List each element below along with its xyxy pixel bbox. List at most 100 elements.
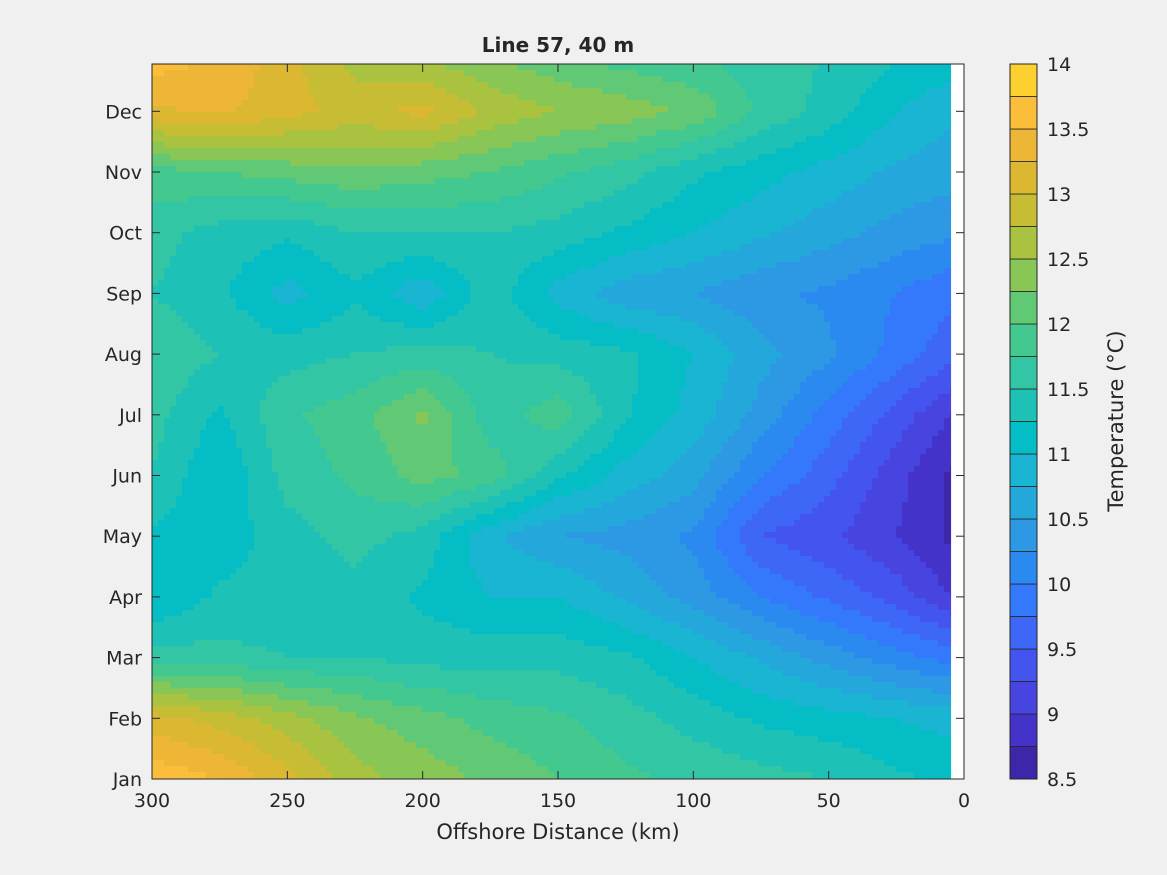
contour-cell [572, 130, 579, 137]
contour-cell [326, 172, 333, 179]
contour-cell [824, 238, 831, 245]
contour-cell [350, 142, 357, 149]
contour-cell [812, 160, 819, 167]
contour-cell [158, 82, 165, 89]
contour-cell [692, 112, 699, 119]
contour-cell [644, 190, 651, 197]
contour-cell [248, 208, 255, 215]
contour-cell [368, 172, 375, 179]
contour-cell [440, 232, 447, 239]
contour-cell [770, 118, 777, 125]
contour-cell [800, 196, 807, 203]
contour-cell [326, 214, 333, 221]
contour-cell [386, 154, 393, 161]
contour-cell [242, 70, 249, 77]
contour-cell [572, 232, 579, 239]
contour-cell [350, 148, 357, 155]
contour-cell [422, 280, 429, 287]
contour-cell [356, 136, 363, 143]
contour-cell [362, 94, 369, 101]
contour-cell [650, 166, 657, 173]
contour-cell [158, 250, 165, 257]
contour-cell [266, 220, 273, 227]
contour-cell [686, 88, 693, 95]
contour-cell [194, 178, 201, 185]
contour-cell [728, 166, 735, 173]
contour-cell [812, 280, 819, 287]
contour-cell [896, 184, 903, 191]
contour-cell [632, 262, 639, 269]
contour-cell [302, 94, 309, 101]
contour-cell [818, 64, 825, 71]
contour-cell [812, 94, 819, 101]
contour-cell [530, 94, 537, 101]
contour-cell [656, 262, 663, 269]
contour-cell [650, 118, 657, 125]
contour-cell [230, 226, 237, 233]
contour-cell [884, 142, 891, 149]
contour-cell [344, 226, 351, 233]
contour-cell [836, 256, 843, 263]
contour-cell [650, 196, 657, 203]
contour-cell [404, 136, 411, 143]
contour-cell [650, 226, 657, 233]
contour-cell [392, 154, 399, 161]
contour-cell [536, 178, 543, 185]
contour-cell [314, 100, 321, 107]
contour-cell [542, 190, 549, 197]
contour-cell [578, 124, 585, 131]
contour-cell [794, 166, 801, 173]
contour-cell [530, 178, 537, 185]
contour-cell [776, 244, 783, 251]
contour-cell [284, 136, 291, 143]
contour-cell [290, 184, 297, 191]
contour-cell [446, 76, 453, 83]
contour-cell [776, 94, 783, 101]
contour-cell [200, 262, 207, 269]
contour-cell [512, 202, 519, 209]
contour-cell [284, 106, 291, 113]
contour-cell [866, 154, 873, 161]
contour-cell [902, 268, 909, 275]
contour-cell [752, 100, 759, 107]
contour-cell [518, 184, 525, 191]
contour-cell [926, 226, 933, 233]
contour-cell [752, 124, 759, 131]
contour-cell [464, 190, 471, 197]
contour-cell [326, 196, 333, 203]
contour-cell [848, 136, 855, 143]
contour-cell [674, 262, 681, 269]
contour-cell [482, 88, 489, 95]
contour-cell [368, 250, 375, 257]
contour-cell [464, 250, 471, 257]
contour-cell [560, 262, 567, 269]
contour-cell [710, 244, 717, 251]
contour-cell [698, 280, 705, 287]
contour-cell [404, 220, 411, 227]
contour-cell [404, 124, 411, 131]
contour-cell [176, 142, 183, 149]
contour-cell [932, 226, 939, 233]
contour-cell [848, 196, 855, 203]
contour-cell [548, 82, 555, 89]
contour-cell [932, 178, 939, 185]
contour-cell [914, 148, 921, 155]
contour-cell [536, 94, 543, 101]
contour-cell [890, 226, 897, 233]
contour-cell [260, 154, 267, 161]
contour-cell [752, 214, 759, 221]
contour-cell [644, 88, 651, 95]
contour-cell [254, 208, 261, 215]
contour-cell [662, 118, 669, 125]
contour-cell [374, 256, 381, 263]
contour-cell [818, 208, 825, 215]
contour-cell [536, 220, 543, 227]
contour-cell [602, 100, 609, 107]
contour-cell [308, 196, 315, 203]
contour-cell [356, 262, 363, 269]
contour-cell [320, 94, 327, 101]
contour-cell [650, 112, 657, 119]
contour-cell [236, 268, 243, 275]
contour-cell [734, 280, 741, 287]
contour-cell [284, 262, 291, 269]
